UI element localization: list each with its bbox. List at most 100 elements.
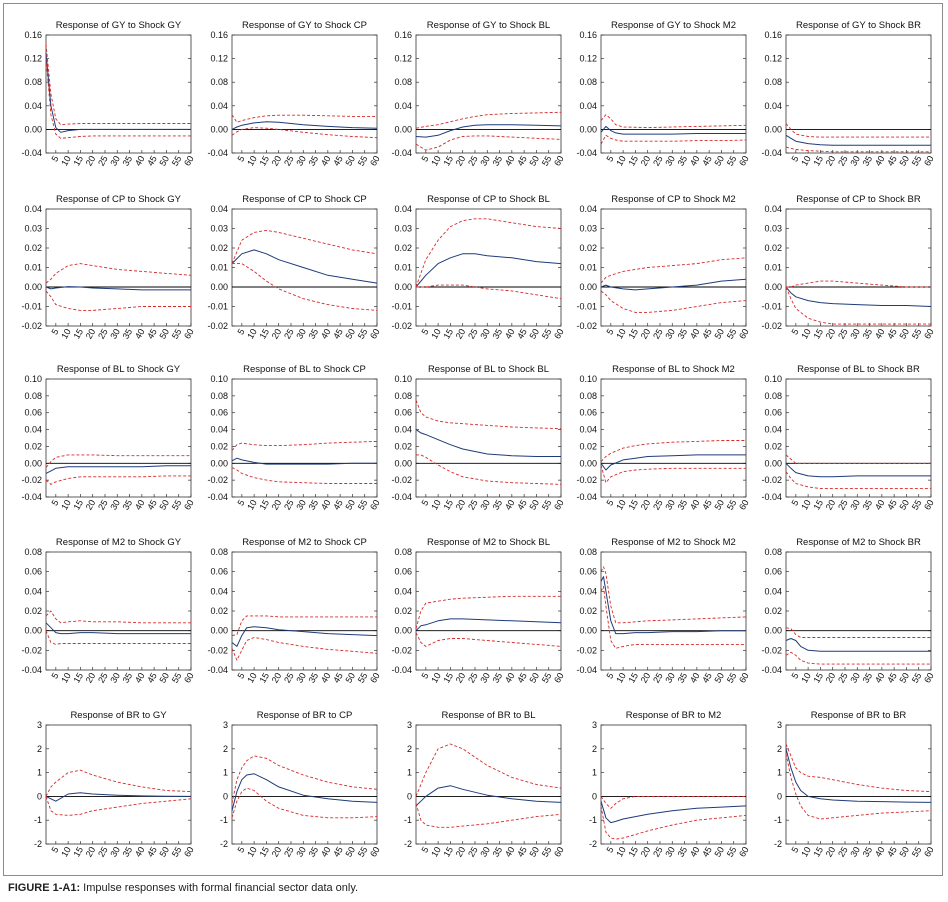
y-tick-label: -0.04 bbox=[761, 665, 782, 675]
x-tick-label: 35 bbox=[121, 671, 135, 685]
x-tick-label: 60 bbox=[368, 327, 382, 341]
y-tick-label: 0.04 bbox=[210, 101, 228, 111]
panel-title: Response of M2 to Shock BR bbox=[796, 537, 921, 548]
x-tick-label: 50 bbox=[157, 498, 171, 512]
x-tick-label: 20 bbox=[639, 845, 653, 859]
y-tick-label: -1 bbox=[34, 815, 42, 825]
y-tick-label: 0.00 bbox=[24, 626, 42, 636]
lower-band-line bbox=[231, 127, 378, 139]
upper-band-line bbox=[415, 399, 562, 430]
x-tick-label: 5 bbox=[49, 498, 60, 507]
irf-panel-3-5: Response of BL to Shock BR 0.10 0.08 0.06 0.… bbox=[761, 364, 935, 512]
x-tick-label: 30 bbox=[294, 498, 308, 512]
y-tick-label: 0.02 bbox=[394, 243, 412, 253]
lower-band-line bbox=[231, 637, 378, 661]
y-tick-label: 0.08 bbox=[24, 547, 42, 557]
y-tick-label: 0.10 bbox=[764, 374, 782, 384]
x-tick-label: 10 bbox=[59, 498, 73, 512]
x-tick-label: 25 bbox=[651, 498, 665, 512]
y-tick-label: -1 bbox=[774, 815, 782, 825]
y-tick-label: 0.16 bbox=[394, 30, 412, 40]
panel-title: Response of GY to Shock GY bbox=[56, 20, 182, 31]
x-tick-label: 40 bbox=[873, 154, 887, 168]
x-tick-label: 15 bbox=[811, 154, 825, 168]
upper-band-line bbox=[45, 454, 191, 468]
x-tick-label: 15 bbox=[626, 671, 640, 685]
y-tick-label: -0.02 bbox=[761, 321, 782, 331]
x-tick-label: 55 bbox=[725, 671, 739, 685]
irf-panel-3-4: Response of BL to Shock M2 0.10 0.08 0.06 0.… bbox=[576, 364, 750, 512]
irf-panel-4-1: Response of M2 to Shock GY 0.08 0.06 0.04 0.… bbox=[21, 537, 195, 685]
x-tick-label: 35 bbox=[491, 327, 505, 341]
y-tick-label: 0.04 bbox=[579, 204, 597, 214]
y-tick-label: 0.00 bbox=[210, 626, 228, 636]
x-tick-label: 10 bbox=[429, 845, 443, 859]
y-tick-label: 0.02 bbox=[394, 606, 412, 616]
y-tick-label: -2 bbox=[34, 839, 42, 849]
x-tick-label: 45 bbox=[331, 154, 345, 168]
x-tick-label: 45 bbox=[331, 671, 345, 685]
y-tick-label: 0.10 bbox=[579, 374, 597, 384]
y-tick-label: 0.06 bbox=[394, 408, 412, 418]
x-tick-label: 20 bbox=[454, 671, 468, 685]
y-tick-label: -0.01 bbox=[21, 302, 42, 312]
plot-area bbox=[45, 378, 192, 498]
y-tick-label: 0.02 bbox=[579, 243, 597, 253]
x-tick-label: 50 bbox=[897, 154, 911, 168]
x-tick-label: 15 bbox=[626, 845, 640, 859]
y-tick-label: 0.06 bbox=[210, 567, 228, 577]
y-tick-label: 0.08 bbox=[210, 77, 228, 87]
irf-panel-1-2: Response of GY to Shock CP 0.16 0.12 0.08 0.… bbox=[207, 20, 381, 168]
x-tick-label: 55 bbox=[170, 671, 184, 685]
x-tick-label: 30 bbox=[848, 327, 862, 341]
x-tick-label: 45 bbox=[700, 498, 714, 512]
x-tick-label: 25 bbox=[96, 327, 110, 341]
y-tick-label: 0.00 bbox=[210, 458, 228, 468]
y-tick-label: 0 bbox=[37, 791, 42, 801]
x-tick-label: 10 bbox=[614, 845, 628, 859]
x-tick-label: 35 bbox=[861, 845, 875, 859]
x-tick-label: 50 bbox=[343, 671, 357, 685]
x-tick-label: 50 bbox=[712, 327, 726, 341]
upper-band-line bbox=[600, 440, 746, 462]
x-tick-label: 30 bbox=[848, 845, 862, 859]
response-line bbox=[45, 622, 191, 635]
lower-band-line bbox=[415, 632, 562, 647]
y-tick-label: 0.08 bbox=[210, 547, 228, 557]
x-tick-label: 55 bbox=[910, 327, 924, 341]
y-tick-label: 0.04 bbox=[210, 586, 228, 596]
y-tick-label: 0.02 bbox=[764, 243, 782, 253]
x-tick-label: 20 bbox=[824, 327, 838, 341]
x-tick-label: 30 bbox=[108, 154, 122, 168]
x-tick-label: 15 bbox=[626, 327, 640, 341]
upper-band-line bbox=[785, 743, 932, 793]
x-tick-label: 35 bbox=[676, 498, 690, 512]
irf-panel-5-5: Response of BR to BR3210-1-2510152025303… bbox=[774, 710, 936, 859]
lower-band-line bbox=[785, 471, 931, 490]
y-tick-label: 0.00 bbox=[579, 458, 597, 468]
y-tick-label: 0.04 bbox=[24, 425, 42, 435]
panel-title: Response of BL to Shock BL bbox=[428, 364, 549, 375]
upper-band-line bbox=[415, 595, 561, 629]
x-tick-label: 35 bbox=[861, 327, 875, 341]
x-tick-label: 40 bbox=[688, 671, 702, 685]
x-tick-label: 15 bbox=[441, 671, 455, 685]
y-tick-label: 0.08 bbox=[394, 391, 412, 401]
x-tick-label: 20 bbox=[639, 498, 653, 512]
x-tick-label: 50 bbox=[527, 671, 541, 685]
y-tick-label: 0.02 bbox=[764, 606, 782, 616]
x-tick-label: 10 bbox=[614, 154, 628, 168]
y-tick-label: 0.04 bbox=[394, 101, 412, 111]
x-tick-label: 15 bbox=[441, 327, 455, 341]
x-tick-label: 20 bbox=[270, 671, 284, 685]
lower-band-line bbox=[416, 454, 562, 485]
panel-title: Response of M2 to Shock CP bbox=[242, 537, 367, 548]
x-tick-label: 60 bbox=[368, 154, 382, 168]
x-tick-label: 55 bbox=[910, 671, 924, 685]
y-tick-label: 1 bbox=[37, 768, 42, 778]
y-tick-label: 0.06 bbox=[764, 567, 782, 577]
y-tick-label: -0.04 bbox=[761, 148, 782, 158]
x-tick-label: 60 bbox=[552, 327, 566, 341]
x-tick-label: 45 bbox=[145, 845, 159, 859]
